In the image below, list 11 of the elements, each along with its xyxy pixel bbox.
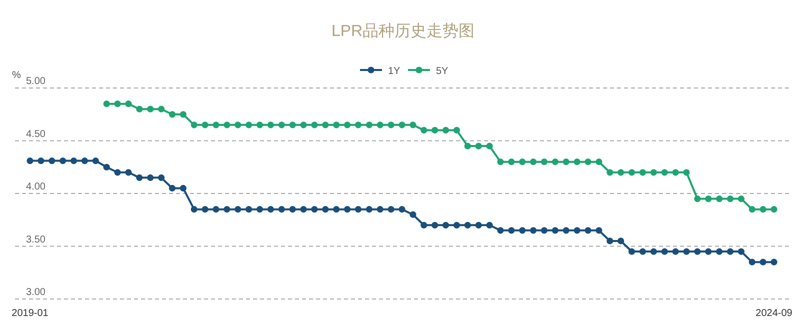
y-tick-label: 3.50	[26, 234, 46, 246]
y-tick-label: 4.50	[26, 128, 46, 140]
legend-label: 1Y	[388, 66, 401, 77]
y-tick-label: 4.00	[26, 182, 46, 192]
y-tick-label: 3.00	[26, 287, 46, 298]
x-tick-label: 2024-09	[756, 308, 793, 319]
y-axis-title: %	[12, 70, 21, 81]
y-tick-label: 5.00	[26, 76, 46, 87]
x-tick-label: 2019-01	[12, 308, 49, 319]
legend-label: 5Y	[436, 66, 449, 77]
chart-title: LPR品种历史走势图	[331, 22, 475, 40]
